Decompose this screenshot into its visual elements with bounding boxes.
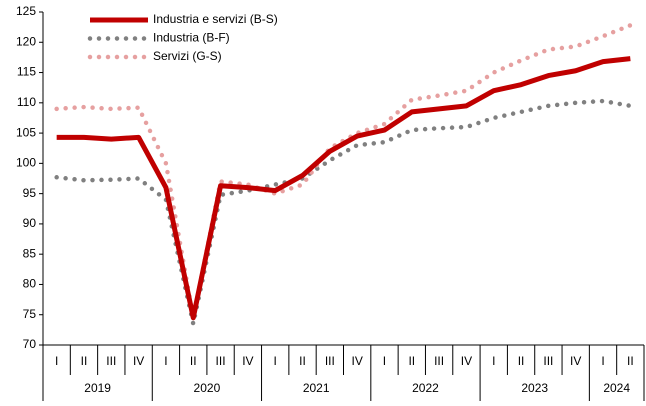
y-tick-label: 85 [23, 246, 37, 260]
series-line [56, 56, 631, 321]
x-tick-label: I [164, 354, 167, 368]
x-tick-label: II [518, 354, 525, 368]
x-tick-label: III [106, 354, 116, 368]
y-tick-label: 95 [23, 186, 37, 200]
y-tick-label: 100 [16, 156, 36, 170]
year-label: 2021 [303, 381, 330, 395]
x-tick-label: I [601, 354, 604, 368]
x-tick-label: IV [461, 354, 472, 368]
y-tick-label: 110 [17, 95, 36, 109]
y-tick-label: 105 [16, 125, 36, 139]
legend-label: Servizi (G-S) [153, 49, 222, 63]
x-tick-label: III [216, 354, 226, 368]
y-tick-label: 80 [23, 277, 37, 291]
x-tick-label: III [434, 354, 444, 368]
year-label: 2023 [521, 381, 548, 395]
x-tick-label: I [383, 354, 386, 368]
x-tick-label: II [299, 354, 306, 368]
x-tick-label: IV [133, 354, 144, 368]
year-label: 2022 [412, 381, 439, 395]
x-tick-label: IV [570, 354, 581, 368]
x-tick-label: III [325, 354, 335, 368]
x-tick-label: II [408, 354, 415, 368]
x-tick-label: I [274, 354, 277, 368]
x-tick-label: I [55, 354, 58, 368]
legend-label: Industria (B-F) [153, 31, 230, 45]
x-tick-label: II [627, 354, 634, 368]
series-line [54, 23, 633, 319]
legend-label: Industria e servizi (B-S) [153, 12, 278, 26]
y-tick-label: 120 [16, 34, 36, 48]
x-tick-label: IV [242, 354, 253, 368]
y-tick-label: 115 [17, 65, 36, 79]
y-tick-label: 75 [23, 307, 37, 321]
x-tick-label: II [190, 354, 197, 368]
series-line [54, 98, 633, 325]
y-tick-label: 90 [23, 216, 37, 230]
x-tick-label: III [543, 354, 553, 368]
year-label: 2024 [603, 381, 630, 395]
year-label: 2020 [194, 381, 221, 395]
y-tick-label: 70 [23, 337, 37, 351]
y-tick-label: 125 [16, 4, 36, 18]
x-tick-label: IV [351, 354, 362, 368]
year-label: 2019 [84, 381, 111, 395]
x-tick-label: I [492, 354, 495, 368]
x-tick-label: II [81, 354, 88, 368]
